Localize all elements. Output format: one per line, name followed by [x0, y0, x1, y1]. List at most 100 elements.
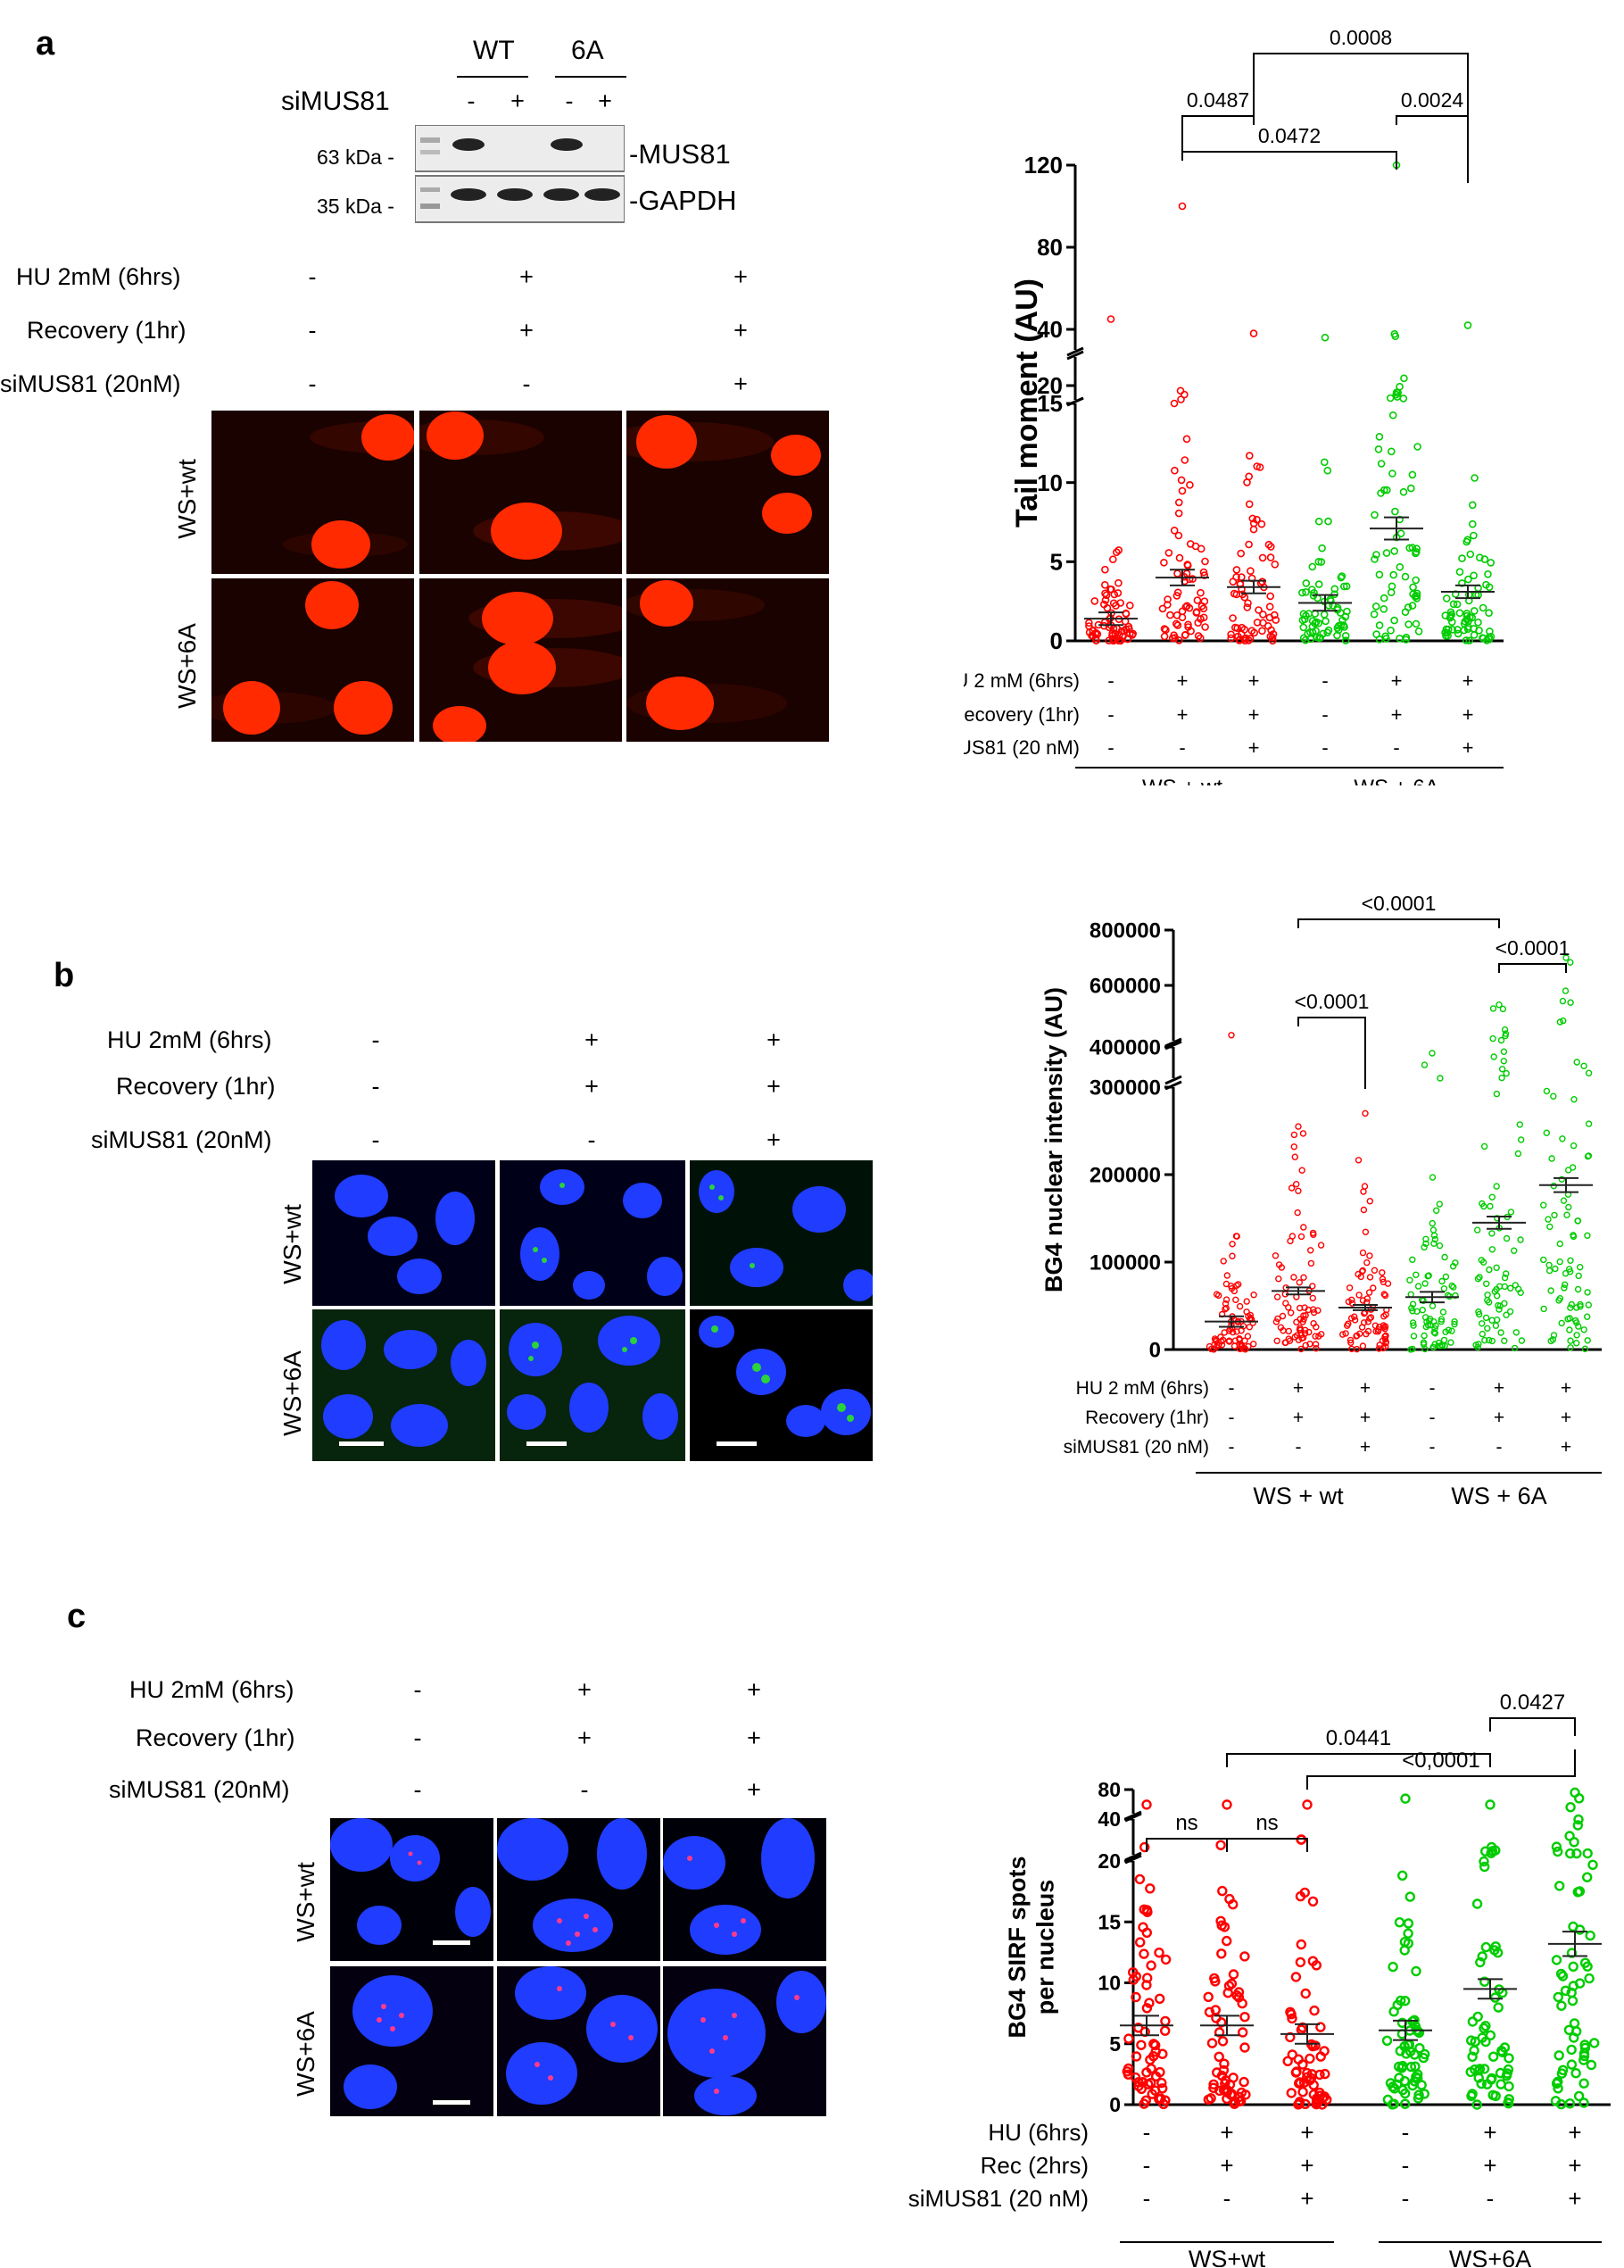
condition-row-label: siMUS81 (20 nM) — [908, 2185, 1089, 2212]
data-point — [1479, 1856, 1489, 1867]
chart-c: 0 5 10 15 20 40 80 BG4 SIRF spotsper nucleus ns n… — [908, 1691, 1611, 2267]
data-point — [1270, 611, 1279, 619]
data-point — [1213, 1338, 1220, 1345]
data-point — [1374, 1328, 1382, 1335]
data-point-max — [1228, 1032, 1235, 1039]
data-point — [1160, 632, 1169, 641]
data-point — [1247, 567, 1255, 576]
data-point — [1430, 1328, 1438, 1336]
data-point — [1181, 602, 1190, 611]
data-point — [1158, 604, 1167, 613]
data-point — [1142, 1973, 1153, 1983]
data-point — [1558, 1319, 1565, 1327]
data-point — [1577, 1303, 1584, 1310]
data-point — [1222, 1935, 1232, 1947]
data-point — [1404, 620, 1413, 628]
condition-sign: + — [1494, 1408, 1504, 1428]
data-point — [1308, 617, 1317, 626]
data-point — [1317, 558, 1326, 566]
data-point — [1113, 548, 1121, 557]
data-point — [1408, 544, 1417, 552]
data-point — [1320, 2068, 1330, 2080]
data-point — [1101, 565, 1109, 574]
data-point — [1448, 1282, 1455, 1290]
p-value-label: <0,0001 — [1402, 1749, 1479, 1773]
p-value-label: 0.0487 — [1187, 88, 1249, 112]
data-point — [1315, 2022, 1326, 2032]
data-point — [1472, 1342, 1479, 1349]
data-point — [1391, 507, 1399, 516]
data-point — [1246, 1324, 1254, 1331]
data-point — [1308, 2080, 1319, 2090]
data-point — [1216, 1920, 1227, 1931]
data-point — [1483, 1280, 1490, 1287]
data-point — [1244, 1333, 1252, 1340]
condition-label: Recovery (1hr) — [27, 317, 186, 344]
data-point — [1322, 617, 1330, 626]
p-value-label: ns — [1175, 1811, 1197, 1835]
data-point — [1447, 611, 1456, 619]
data-point — [1228, 1969, 1239, 1980]
comet-image — [419, 578, 622, 742]
data-point — [1245, 540, 1253, 549]
data-point — [1555, 1968, 1567, 1980]
data-point — [1250, 1292, 1257, 1299]
data-point — [1297, 2087, 1308, 2098]
y-tick-label: 120 — [1024, 152, 1063, 179]
data-point — [1408, 470, 1417, 479]
data-point — [1323, 466, 1332, 475]
condition-row-label: HU 2 mM (6hrs) — [964, 669, 1080, 692]
data-point — [1189, 575, 1197, 583]
condition-sign: + — [766, 1073, 781, 1100]
data-point — [1316, 634, 1325, 642]
data-point — [1545, 1261, 1553, 1269]
data-point — [1552, 1265, 1559, 1273]
data-point — [1294, 1209, 1301, 1217]
condition-sign: - — [1143, 2119, 1151, 2146]
data-point — [1375, 432, 1384, 441]
data-point — [1414, 1283, 1422, 1290]
data-point — [1480, 2021, 1491, 2031]
data-point — [1578, 2098, 1589, 2108]
data-point — [1420, 1339, 1428, 1346]
data-point — [1559, 997, 1567, 1005]
data-point — [1171, 466, 1179, 475]
condition-sign: + — [747, 1724, 761, 1751]
data-point — [1567, 1257, 1574, 1264]
data-point — [1553, 2083, 1563, 2094]
data-point — [1223, 1981, 1235, 1991]
data-point — [1216, 2017, 1227, 2028]
data-point — [1498, 1074, 1505, 1082]
data-point — [1400, 374, 1408, 383]
data-point — [1585, 1301, 1592, 1308]
data-point — [1496, 1283, 1504, 1290]
data-point — [1217, 1885, 1228, 1897]
data-point-max — [1178, 202, 1187, 211]
data-point — [1314, 580, 1323, 588]
data-point — [1223, 1272, 1231, 1279]
data-point — [1409, 1256, 1416, 1263]
group-label: WS + wt — [1253, 1483, 1344, 1509]
data-point — [1139, 2098, 1149, 2109]
data-point — [1348, 1300, 1356, 1307]
data-point — [1317, 1242, 1325, 1249]
y-axis-label-line: per nucleus — [1032, 1880, 1058, 2015]
blot-sign: + — [598, 87, 612, 114]
data-point — [1237, 549, 1246, 558]
data-point — [1305, 1306, 1312, 1314]
data-point — [1245, 500, 1254, 509]
y-tick-label: 20 — [1098, 1849, 1121, 1873]
data-point — [1166, 611, 1174, 619]
data-point — [1160, 558, 1168, 567]
data-point — [1302, 587, 1310, 596]
data-point — [1101, 596, 1110, 604]
data-point — [1177, 476, 1186, 485]
data-point — [1286, 1337, 1294, 1344]
data-point — [1300, 1312, 1307, 1319]
data-point — [1266, 543, 1275, 551]
data-point — [1294, 2078, 1305, 2089]
data-point — [1232, 1233, 1240, 1240]
data-point — [1413, 544, 1421, 553]
data-point — [1574, 1924, 1586, 1935]
